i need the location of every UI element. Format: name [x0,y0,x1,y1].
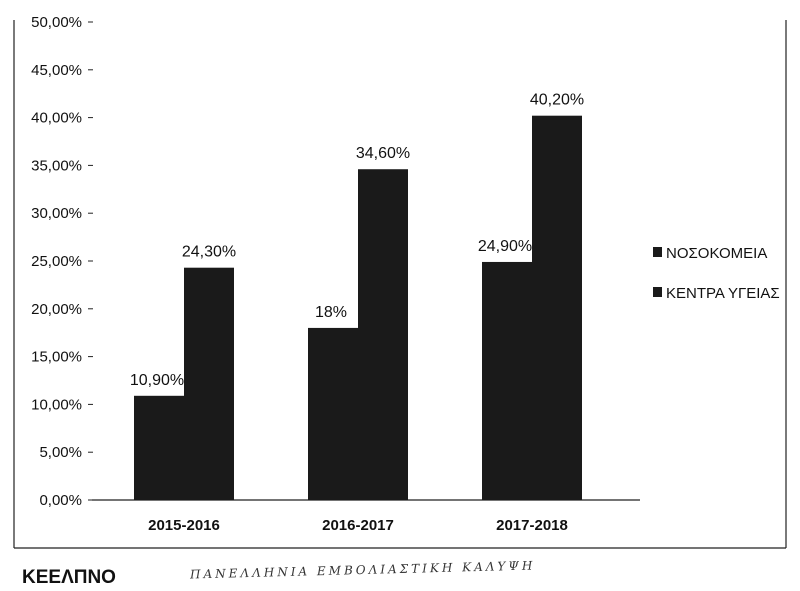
data-label: 10,90% [130,372,184,389]
bar-health-centers-2015-2016 [184,267,234,500]
y-tick-label: 0,00% [39,492,82,509]
organization-label: ΚΕΕΛΠΝΟ [22,567,116,588]
bar-hospitals-2016-2017 [308,327,358,500]
bar-health-centers-2017-2018 [532,115,582,501]
category-label: 2015-2016 [148,517,220,534]
y-tick-label: 35,00% [31,157,82,174]
y-tick-label: 20,00% [31,301,82,318]
y-tick-label: 50,00% [31,14,82,31]
bar-health-centers-2016-2017 [358,169,408,500]
category-label: 2016-2017 [322,517,394,534]
y-axis: 0,00% 5,00% 10,00% 15,00% 20,00% 25,00% 30,00%… [31,14,93,509]
y-tick-label: 25,00% [31,253,82,270]
bar-hospitals-2017-2018 [482,261,532,500]
category-labels-group: 2015-2016 2016-2017 2017-2018 [148,517,568,534]
y-tick-label: 30,00% [31,205,82,222]
category-label: 2017-2018 [496,517,568,534]
y-tick-label: 10,00% [31,396,82,413]
data-label: 34,60% [356,145,410,162]
legend-label: ΝΟΣΟΚΟΜΕΙΑ [666,245,767,262]
y-tick-label: 40,00% [31,110,82,127]
data-labels-group: 10,90% 24,30% 18% 34,60% 24,90% 40,20% [130,92,584,389]
legend-swatch [653,247,662,257]
y-tick-label: 15,00% [31,349,82,366]
y-tick-label: 5,00% [39,444,82,461]
data-label: 24,90% [478,238,532,255]
y-tick-label: 45,00% [31,62,82,79]
legend-swatch [653,287,662,297]
data-label: 18% [315,304,347,321]
legend-label: ΚΕΝΤΡΑ ΥΓΕΙΑΣ [666,285,780,302]
legend: ΝΟΣΟΚΟΜΕΙΑ ΚΕΝΤΡΑ ΥΓΕΙΑΣ [653,245,780,302]
data-label: 24,30% [182,244,236,261]
bar-hospitals-2015-2016 [134,395,184,500]
bars-group [134,115,582,501]
data-label: 40,20% [530,92,584,109]
